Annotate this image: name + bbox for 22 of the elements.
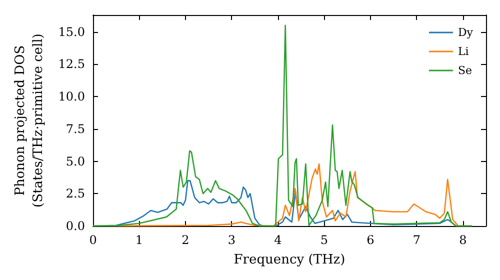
y-tick-label: 10.0 [58, 90, 85, 104]
x-tick-label: 7 [412, 233, 420, 247]
x-tick-label: 0 [89, 233, 97, 247]
legend-label: Se [458, 64, 472, 77]
y-tick-label: 12.5 [58, 57, 85, 72]
y-tick-label: 2.5 [66, 186, 85, 201]
x-tick-label: 4 [274, 233, 282, 247]
y-tick-label: 7.5 [66, 122, 85, 136]
legend-label: Li [458, 45, 470, 58]
x-tick-label: 1 [135, 233, 144, 247]
line-series [92, 24, 473, 227]
x-tick-label: 6 [366, 233, 374, 247]
y-tick-label: 5.0 [66, 154, 85, 168]
y-tick-label: 0.0 [66, 219, 85, 233]
y-axis-title: Phonon projected DOS (States/THz·primitive cell) [12, 33, 46, 208]
x-tick-label: 3 [228, 233, 236, 247]
y-tick-label: 15.0 [58, 24, 85, 39]
x-axis-title: Frequency (THz) [234, 252, 346, 268]
x-tick-label: 2 [182, 233, 190, 247]
x-tick-label: 5 [320, 233, 328, 247]
x-tick-label: 8 [459, 233, 467, 247]
legend-label: Dy [458, 26, 474, 39]
